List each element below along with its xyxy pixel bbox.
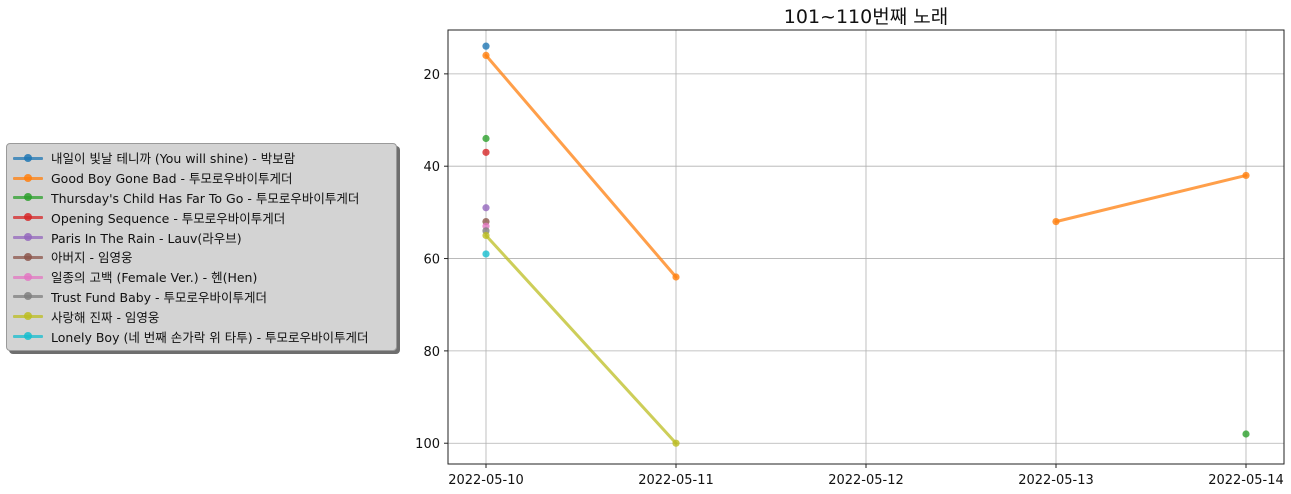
legend-item: Paris In The Rain - Lauv(라우브) — [13, 227, 390, 247]
legend-swatch — [13, 331, 43, 341]
legend-item: Opening Sequence - 투모로우바이투게더 — [13, 207, 390, 227]
legend-swatch — [13, 252, 43, 262]
legend-item: Good Boy Gone Bad - 투모로우바이투게더 — [13, 168, 390, 188]
legend-label: 아버지 - 임영웅 — [51, 250, 133, 266]
legend-swatch — [13, 291, 43, 301]
data-point — [482, 51, 490, 59]
y-axis: 20 40 60 80 100 — [415, 68, 448, 452]
legend-swatch — [13, 272, 43, 282]
series-1 — [482, 51, 1250, 281]
data-point — [1242, 430, 1250, 438]
series-8 — [482, 231, 680, 447]
series-4 — [482, 204, 490, 212]
data-point — [1242, 171, 1250, 180]
data-point — [482, 250, 490, 258]
legend-label: 내일이 빛날 테니까 (You will shine) - 박보람 — [51, 151, 296, 167]
legend-swatch — [13, 192, 43, 202]
legend-swatch — [13, 232, 43, 242]
legend-label: Trust Fund Baby - 투모로우바이투게더 — [51, 289, 268, 305]
legend-item: 일종의 고백 (Female Ver.) - 헨(Hen) — [13, 267, 390, 287]
legend-item: Trust Fund Baby - 투모로우바이투게더 — [13, 287, 390, 307]
data-point — [672, 273, 680, 281]
legend-swatch — [13, 311, 43, 321]
series-line-segment — [484, 53, 678, 279]
y-tick-label: 80 — [423, 345, 440, 360]
y-tick-label: 60 — [423, 253, 440, 268]
legend-label: Paris In The Rain - Lauv(라우브) — [51, 230, 242, 246]
legend-label: 일종의 고백 (Female Ver.) - 헨(Hen) — [51, 270, 258, 286]
x-tick-label: 2022-05-10 — [448, 473, 524, 488]
grid — [448, 30, 1284, 464]
data-point — [1052, 218, 1060, 226]
legend-label: 사랑해 진짜 - 임영웅 — [51, 309, 160, 325]
series-9 — [482, 250, 490, 258]
y-tick-label: 100 — [415, 437, 440, 452]
chart-title: 101~110번째 노래 — [784, 6, 948, 28]
legend-item: Thursday's Child Has Far To Go - 투모로우바이투… — [13, 188, 390, 208]
data-point — [482, 148, 490, 156]
legend-label: Opening Sequence - 투모로우바이투게더 — [51, 210, 286, 226]
x-tick-label: 2022-05-12 — [828, 473, 904, 488]
data-point — [482, 231, 490, 240]
x-tick-label: 2022-05-11 — [638, 473, 714, 488]
legend-item: 아버지 - 임영웅 — [13, 247, 390, 267]
data-point — [482, 42, 490, 50]
data-point — [672, 439, 680, 447]
x-tick-label: 2022-05-14 — [1208, 473, 1284, 488]
y-tick-label: 40 — [423, 160, 440, 175]
legend-item: 사랑해 진짜 - 임영웅 — [13, 306, 390, 326]
series-line-segment — [484, 233, 678, 445]
series-0 — [482, 42, 490, 50]
series-2 — [482, 134, 1250, 438]
legend-item: 내일이 빛날 테니까 (You will shine) - 박보람 — [13, 148, 390, 168]
legend-label: Thursday's Child Has Far To Go - 투모로우바이투… — [51, 190, 360, 206]
series-3 — [482, 148, 490, 156]
legend: 내일이 빛날 테니까 (You will shine) - 박보람 Good Bo… — [6, 143, 397, 351]
legend-item: Lonely Boy (네 번째 손가락 위 타투) - 투모로우바이투게더 — [13, 326, 390, 346]
data-point — [482, 134, 490, 143]
legend-swatch — [13, 173, 43, 183]
legend-swatch — [13, 153, 43, 163]
y-tick-label: 20 — [423, 68, 440, 83]
legend-swatch — [13, 212, 43, 222]
series-layer — [482, 42, 1250, 447]
x-tick-label: 2022-05-13 — [1018, 473, 1094, 488]
x-axis: 2022-05-10 2022-05-11 2022-05-12 2022-05-13… — [448, 464, 1284, 488]
legend-label: Good Boy Gone Bad - 투모로우바이투게더 — [51, 171, 293, 187]
series-line-segment — [1054, 173, 1248, 224]
legend-label: Lonely Boy (네 번째 손가락 위 타투) - 투모로우바이투게더 — [51, 329, 369, 345]
data-point — [482, 204, 490, 212]
